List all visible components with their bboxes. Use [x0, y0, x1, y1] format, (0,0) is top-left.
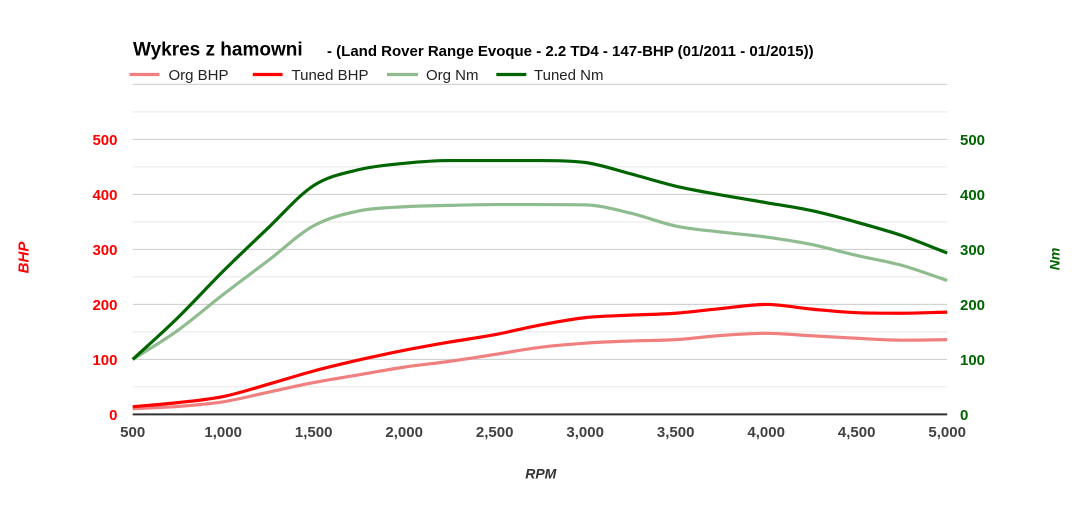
svg-text:1,000: 1,000: [204, 424, 242, 441]
svg-text:400: 400: [92, 187, 117, 204]
svg-text:2,500: 2,500: [476, 424, 514, 441]
svg-text:500: 500: [92, 132, 117, 149]
svg-text:RPM: RPM: [525, 466, 556, 482]
svg-text:200: 200: [960, 297, 985, 314]
svg-text:BHP: BHP: [16, 241, 33, 274]
svg-text:Org BHP: Org BHP: [169, 67, 229, 84]
svg-text:Tuned Nm: Tuned Nm: [534, 67, 603, 84]
svg-text:100: 100: [960, 352, 985, 369]
svg-text:4,500: 4,500: [838, 424, 876, 441]
svg-text:200: 200: [92, 297, 117, 314]
svg-text:Wykres z hamowni: Wykres z hamowni: [133, 40, 303, 61]
svg-text:3,500: 3,500: [657, 424, 695, 441]
svg-text:Nm: Nm: [1047, 248, 1063, 271]
svg-text:Org Nm: Org Nm: [426, 67, 479, 84]
svg-text:400: 400: [960, 187, 985, 204]
svg-text:3,000: 3,000: [566, 424, 604, 441]
svg-text:500: 500: [120, 424, 145, 441]
svg-text:5,000: 5,000: [928, 424, 966, 441]
svg-text:0: 0: [109, 407, 117, 424]
svg-text:0: 0: [960, 407, 968, 424]
svg-text:300: 300: [960, 242, 985, 259]
svg-text:100: 100: [92, 352, 117, 369]
svg-text:4,000: 4,000: [747, 424, 785, 441]
svg-text:- (Land Rover Range Evoque - 2: - (Land Rover Range Evoque - 2.2 TD4 - 1…: [327, 43, 814, 60]
svg-text:1,500: 1,500: [295, 424, 333, 441]
svg-text:300: 300: [92, 242, 117, 259]
svg-text:500: 500: [960, 132, 985, 149]
svg-text:2,000: 2,000: [385, 424, 423, 441]
svg-text:Tuned BHP: Tuned BHP: [292, 67, 369, 84]
